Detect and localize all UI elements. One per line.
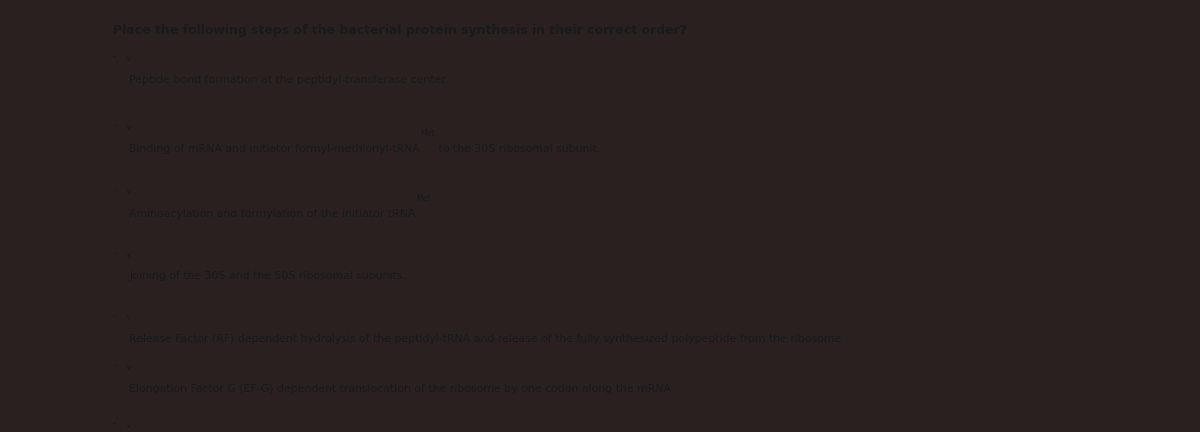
Text: -: - (113, 185, 116, 195)
Text: Aminoacylation and formylation of the initiator tRNA: Aminoacylation and formylation of the in… (130, 209, 416, 219)
Text: -: - (113, 120, 116, 130)
Text: ∨: ∨ (126, 313, 132, 322)
Text: ∨: ∨ (126, 188, 132, 197)
Text: Elongation Factor G (EF-G) dependent translocation of the ribosome by one codon : Elongation Factor G (EF-G) dependent tra… (130, 384, 674, 394)
Text: ∨: ∨ (126, 251, 132, 259)
Text: Joining of the 30S and the 50S ribosomal subunits.: Joining of the 30S and the 50S ribosomal… (130, 271, 407, 282)
Text: -: - (113, 360, 116, 370)
Text: -: - (113, 310, 116, 321)
Text: ∨: ∨ (126, 54, 132, 63)
Text: -: - (113, 248, 116, 258)
Text: Met: Met (420, 129, 434, 138)
Text: ∨: ∨ (126, 421, 132, 430)
Text: Peptide bond formation at the peptidyl-transferase center.: Peptide bond formation at the peptidyl-t… (130, 75, 449, 85)
Text: -: - (113, 51, 116, 61)
Text: Binding of mRNA and initiator formyl-methionyl-tRNA: Binding of mRNA and initiator formyl-met… (130, 144, 420, 154)
Text: Release Factor (RF) dependent hydrolysis of the peptidyl-tRNA and release of the: Release Factor (RF) dependent hydrolysis… (130, 334, 845, 344)
Text: Place the following steps of the bacterial protein synthesis in their correct or: Place the following steps of the bacteri… (113, 24, 686, 37)
Text: ∨: ∨ (126, 123, 132, 132)
Text: -: - (113, 418, 116, 429)
Text: to the 30S ribosomal subunit.: to the 30S ribosomal subunit. (434, 144, 600, 154)
Text: ∨: ∨ (126, 363, 132, 372)
Text: Met: Met (416, 194, 431, 203)
